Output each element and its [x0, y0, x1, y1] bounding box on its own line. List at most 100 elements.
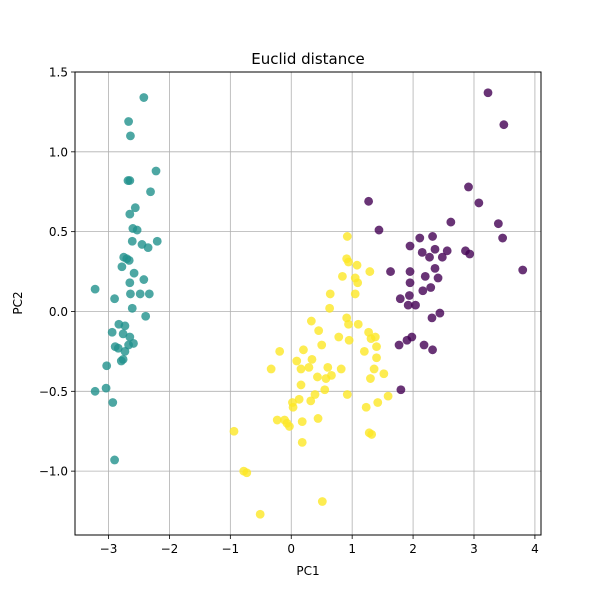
data-point-purple [405, 291, 414, 300]
data-point-teal [110, 294, 119, 304]
data-point-yellow [297, 417, 307, 427]
data-point-yellow [370, 332, 380, 342]
data-point-teal [124, 255, 134, 265]
plot-area-frame [74, 71, 542, 536]
data-point-teal [143, 243, 153, 253]
data-point-teal [141, 311, 151, 321]
data-point-yellow [366, 374, 375, 383]
y-tick-label: 1.0 [49, 145, 68, 159]
data-point-yellow [352, 260, 362, 270]
data-point-yellow [307, 354, 317, 364]
data-point-teal [144, 289, 154, 299]
data-point-yellow [272, 415, 282, 425]
data-point-yellow [327, 370, 336, 380]
data-point-teal [110, 455, 119, 465]
data-point-purple [403, 300, 413, 310]
data-point-purple [386, 267, 395, 276]
axis-ticks [71, 71, 536, 539]
data-point-purple [464, 182, 473, 192]
data-point-purple [474, 198, 484, 208]
data-point-purple [498, 233, 508, 243]
data-point-yellow [285, 422, 294, 431]
y-tick-label: −1.0 [39, 465, 68, 479]
data-point-yellow [323, 362, 333, 372]
data-point-purple [417, 248, 427, 257]
data-point-yellow [373, 398, 383, 407]
y-tick-label: −0.5 [39, 385, 68, 399]
data-point-yellow [317, 340, 327, 350]
data-point-purple [364, 196, 374, 206]
data-point-purple [374, 225, 384, 235]
data-point-teal [113, 343, 123, 353]
data-point-purple [405, 278, 415, 288]
data-point-yellow [353, 319, 363, 329]
data-point-yellow [350, 289, 360, 299]
data-point-yellow [342, 390, 352, 399]
data-point-teal [127, 303, 137, 313]
data-point-yellow [306, 316, 316, 326]
data-point-purple [428, 345, 437, 355]
x-tick-label: −2 [161, 542, 179, 556]
y-axis-label: PC2 [11, 291, 25, 314]
data-point-yellow [338, 271, 347, 281]
x-tick-label: −1 [221, 542, 239, 556]
data-point-teal [126, 289, 135, 299]
data-point-purple [499, 120, 509, 130]
x-tick-label: 4 [531, 542, 539, 556]
data-point-teal [118, 329, 128, 339]
data-point-yellow [344, 257, 353, 267]
data-point-purple [428, 232, 437, 241]
data-point-yellow [292, 356, 302, 366]
data-point-teal [126, 131, 135, 141]
data-point-teal [152, 236, 162, 246]
data-point-yellow [336, 364, 346, 374]
chart-title: Euclid distance [251, 50, 364, 68]
data-point-yellow [313, 372, 322, 382]
data-point-yellow [294, 394, 304, 404]
data-point-purple [493, 219, 503, 229]
data-point-teal [139, 275, 149, 284]
data-point-yellow [359, 346, 369, 356]
data-point-yellow [365, 267, 375, 276]
data-point-purple [518, 265, 528, 275]
data-point-purple [430, 244, 440, 254]
data-point-yellow [379, 369, 389, 379]
data-point-yellow [342, 232, 352, 241]
data-point-teal [90, 284, 100, 294]
data-point-purple [418, 286, 428, 296]
data-point-teal [132, 225, 142, 235]
data-point-yellow [310, 390, 320, 399]
data-point-yellow [255, 509, 265, 519]
data-point-teal [125, 176, 135, 185]
x-tick-label: 2 [409, 542, 417, 556]
data-point-teal [129, 268, 139, 278]
data-point-teal [124, 340, 134, 350]
data-point-teal [125, 278, 135, 288]
data-point-yellow [361, 402, 371, 412]
data-point-teal [139, 93, 149, 102]
data-point-teal [107, 327, 117, 337]
data-point-purple [415, 233, 425, 243]
data-point-yellow [353, 278, 363, 288]
data-point-yellow [313, 414, 323, 423]
data-point-teal [102, 361, 112, 371]
data-point-teal [108, 398, 118, 407]
data-point-purple [427, 313, 437, 323]
data-point-teal [124, 117, 134, 126]
y-tick-label: 0.5 [49, 225, 68, 239]
data-point-purple [430, 263, 440, 273]
data-point-purple [419, 340, 429, 350]
data-point-yellow [320, 385, 330, 395]
data-point-yellow [296, 364, 306, 374]
data-point-yellow [372, 353, 381, 363]
data-point-purple [411, 300, 420, 310]
data-point-yellow [304, 362, 314, 372]
data-point-purple [442, 246, 452, 256]
data-point-purple [465, 249, 475, 259]
data-point-yellow [344, 319, 353, 329]
data-point-yellow [334, 332, 344, 342]
data-point-yellow [306, 396, 316, 406]
data-point-yellow [383, 391, 393, 401]
data-point-teal [120, 346, 130, 356]
